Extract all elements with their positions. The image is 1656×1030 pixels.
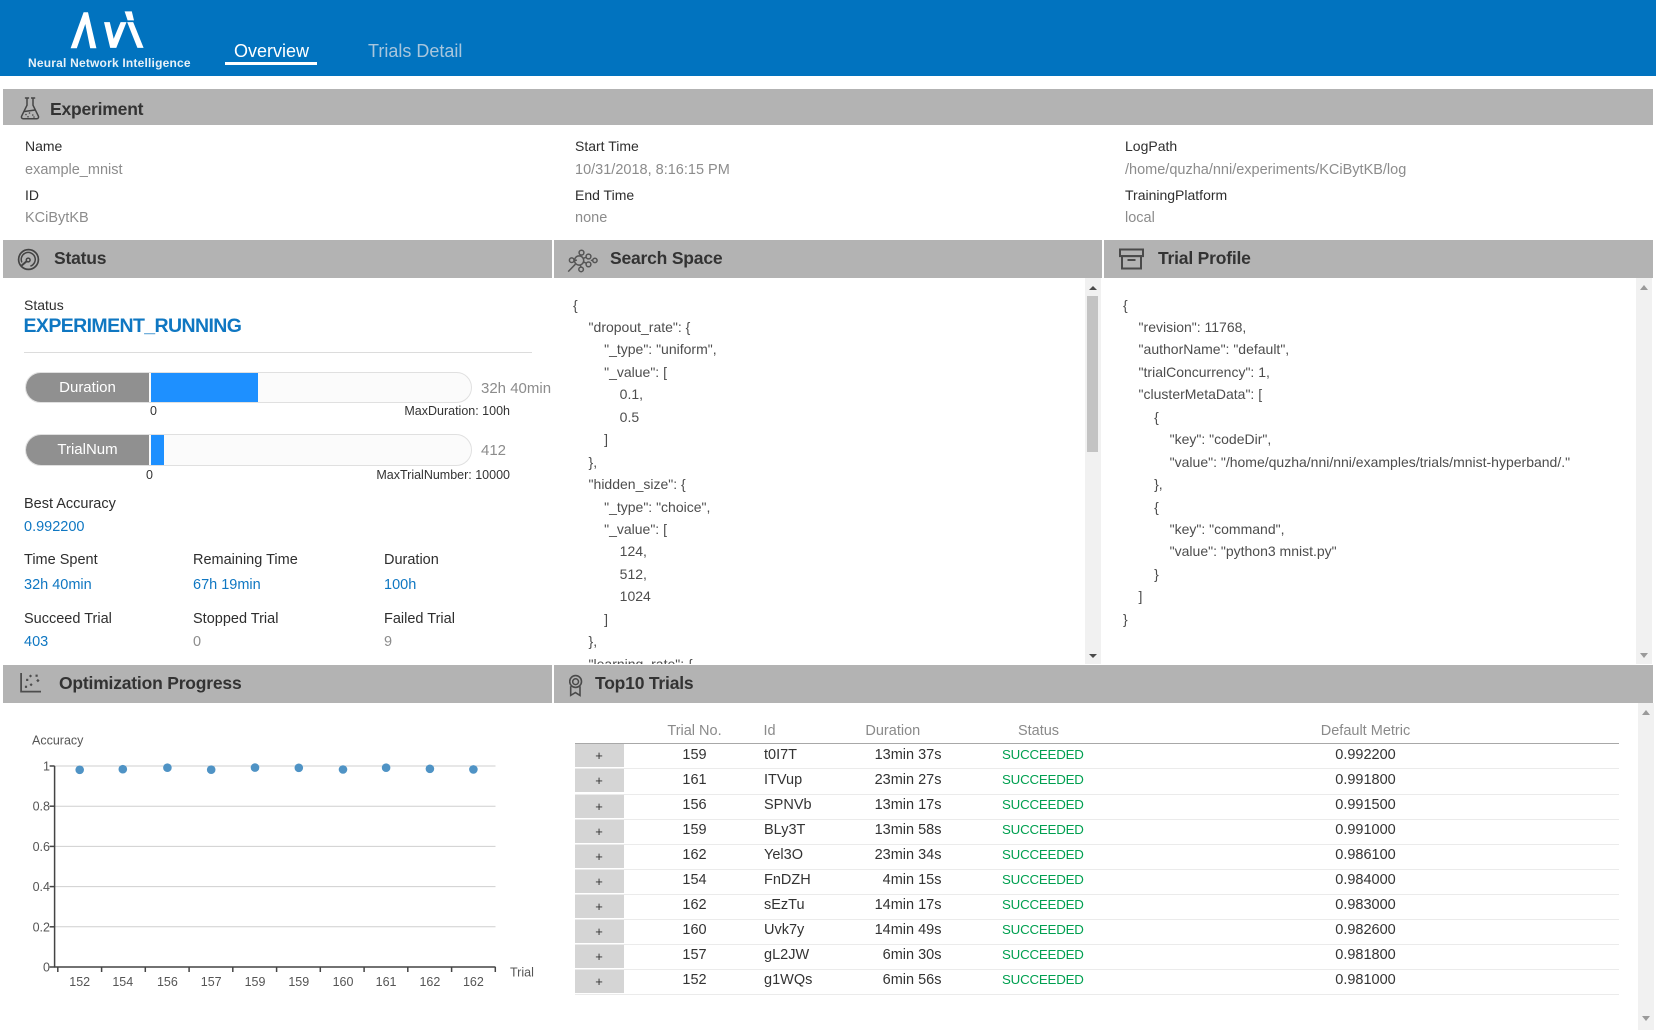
svg-text:157: 157 [201,975,222,989]
svg-text:162: 162 [463,975,484,989]
svg-text:161: 161 [376,975,397,989]
svg-text:162: 162 [419,975,440,989]
svg-text:0.6: 0.6 [33,840,50,854]
svg-text:154: 154 [112,975,133,989]
svg-text:Accuracy: Accuracy [32,734,84,748]
svg-text:1: 1 [43,760,50,774]
svg-text:Trial: Trial [510,966,534,980]
svg-text:159: 159 [245,975,266,989]
svg-text:159: 159 [288,975,309,989]
svg-text:0.2: 0.2 [33,920,50,934]
svg-text:160: 160 [333,975,354,989]
svg-text:156: 156 [157,975,178,989]
svg-text:0.4: 0.4 [33,880,50,894]
svg-text:152: 152 [69,975,90,989]
svg-text:0.8: 0.8 [33,800,50,814]
svg-text:0: 0 [43,961,50,975]
